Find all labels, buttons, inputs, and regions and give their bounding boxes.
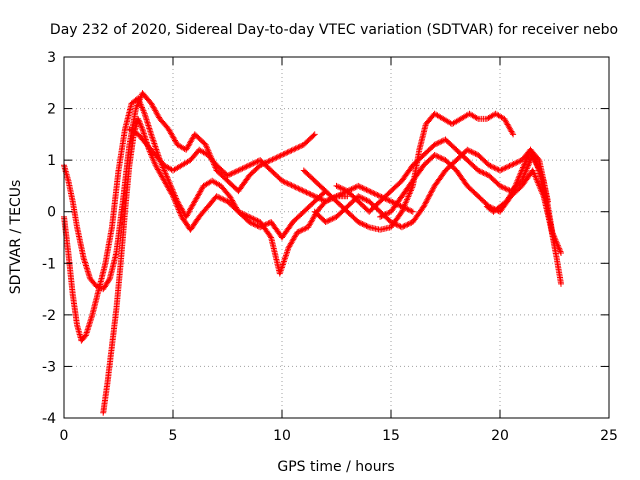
y-tick-label: -2 — [42, 308, 56, 324]
x-tick-label: 15 — [382, 428, 400, 444]
chart-title: Day 232 of 2020, Sidereal Day-to-day VTE… — [50, 22, 618, 38]
tick-labels: 0 5 10 15 20 25 -4 -3 -2 -1 0 1 2 3 — [42, 50, 618, 444]
data-points — [61, 90, 564, 416]
series-track-9 — [483, 146, 551, 215]
x-tick-label: 10 — [273, 428, 291, 444]
y-tick-label: -3 — [42, 359, 56, 375]
plot-frame — [63, 56, 610, 419]
x-tick-label: 25 — [600, 428, 618, 444]
x-tick-label: 5 — [169, 428, 178, 444]
y-tick-label: -4 — [42, 411, 56, 427]
series-track-1 — [61, 90, 318, 293]
y-tick-label: 0 — [47, 205, 56, 221]
x-tick-label: 20 — [491, 428, 509, 444]
grid-lines — [64, 57, 609, 418]
series-track-4 — [126, 126, 416, 215]
y-axis-label: SDTVAR / TECUs — [8, 180, 24, 295]
y-tick-label: 3 — [47, 50, 56, 66]
y-tick-label: 1 — [47, 153, 56, 169]
series-track-3 — [100, 115, 351, 416]
axis-ticks — [63, 56, 610, 419]
y-tick-label: -1 — [42, 256, 56, 272]
y-tick-label: 2 — [47, 102, 56, 118]
x-tick-label: 0 — [60, 428, 69, 444]
x-axis-label: GPS time / hours — [277, 459, 394, 475]
